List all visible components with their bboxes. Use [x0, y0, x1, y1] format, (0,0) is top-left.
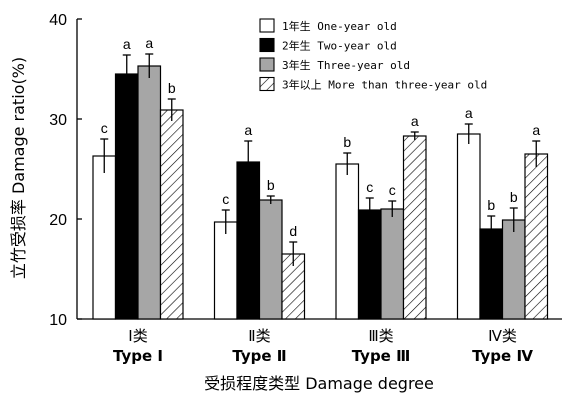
legend-label: 3年生 Three-year old [282, 58, 410, 72]
significance-letter: d [289, 223, 297, 239]
legend-swatch [259, 76, 275, 92]
x-category-label-en: Type Ⅰ [113, 347, 163, 365]
y-tick-label: 40 [49, 12, 67, 29]
x-category-label-en: Type Ⅳ [472, 347, 533, 365]
legend-swatch [259, 18, 275, 33]
legend-swatch [259, 37, 275, 53]
bar [357, 209, 382, 320]
bar [236, 161, 261, 320]
y-tick-label: 30 [49, 112, 67, 129]
significance-letter: c [222, 191, 229, 207]
x-category-label-cn: Ⅲ类 [368, 327, 393, 345]
y-tick-label: 10 [49, 312, 67, 329]
significance-letter: c [389, 182, 396, 198]
bar [380, 208, 405, 320]
x-category-label-cn: Ⅳ类 [488, 327, 517, 345]
significance-letter: a [145, 35, 153, 51]
legend: 1年生 One-year old 2年生 Two-year old 3年生 Thre… [259, 18, 487, 92]
significance-letter: b [267, 177, 275, 193]
bar [456, 133, 481, 320]
significance-letter: b [168, 80, 176, 96]
significance-letter: a [244, 122, 252, 138]
y-axis-label: 立竹受损率 Damage ratio(%) [9, 57, 28, 279]
significance-letter: c [366, 179, 373, 195]
bar [92, 155, 117, 320]
bar [524, 153, 549, 320]
bar [501, 219, 526, 320]
bar [335, 163, 360, 320]
legend-swatch [259, 57, 275, 72]
significance-letter: a [532, 122, 540, 138]
significance-letter: a [411, 113, 419, 129]
significance-letter: c [101, 120, 108, 136]
x-category-label-en: Type Ⅲ [352, 347, 411, 365]
x-category-label-cn: Ⅰ类 [128, 327, 147, 345]
legend-label: 3年以上 More than three-year old [282, 78, 487, 92]
significance-letter: a [465, 105, 473, 121]
x-category-label-en: Type Ⅱ [232, 347, 286, 365]
bar [258, 199, 283, 320]
bar [137, 65, 162, 320]
bar [479, 228, 504, 320]
significance-letter: b [487, 197, 495, 213]
x-axis-label: 受损程度类型 Damage degree [204, 374, 434, 393]
significance-letter: b [510, 189, 518, 205]
significance-letter: b [343, 134, 351, 150]
significance-letter: a [123, 36, 131, 52]
bar [402, 135, 427, 320]
bar [159, 109, 184, 320]
x-category-label-cn: Ⅱ类 [248, 327, 270, 345]
y-tick-label: 20 [49, 212, 67, 229]
bar [114, 73, 139, 320]
bar [213, 221, 238, 320]
axes: 10 20 30 40 Ⅰ类 Type Ⅰ Ⅱ类 Type Ⅱ Ⅲ类 Type Ⅲ Ⅳ类 Type Ⅳ [49, 12, 562, 365]
legend-label: 2年生 Two-year old [282, 39, 397, 53]
legend-label: 1年生 One-year old [282, 19, 397, 33]
